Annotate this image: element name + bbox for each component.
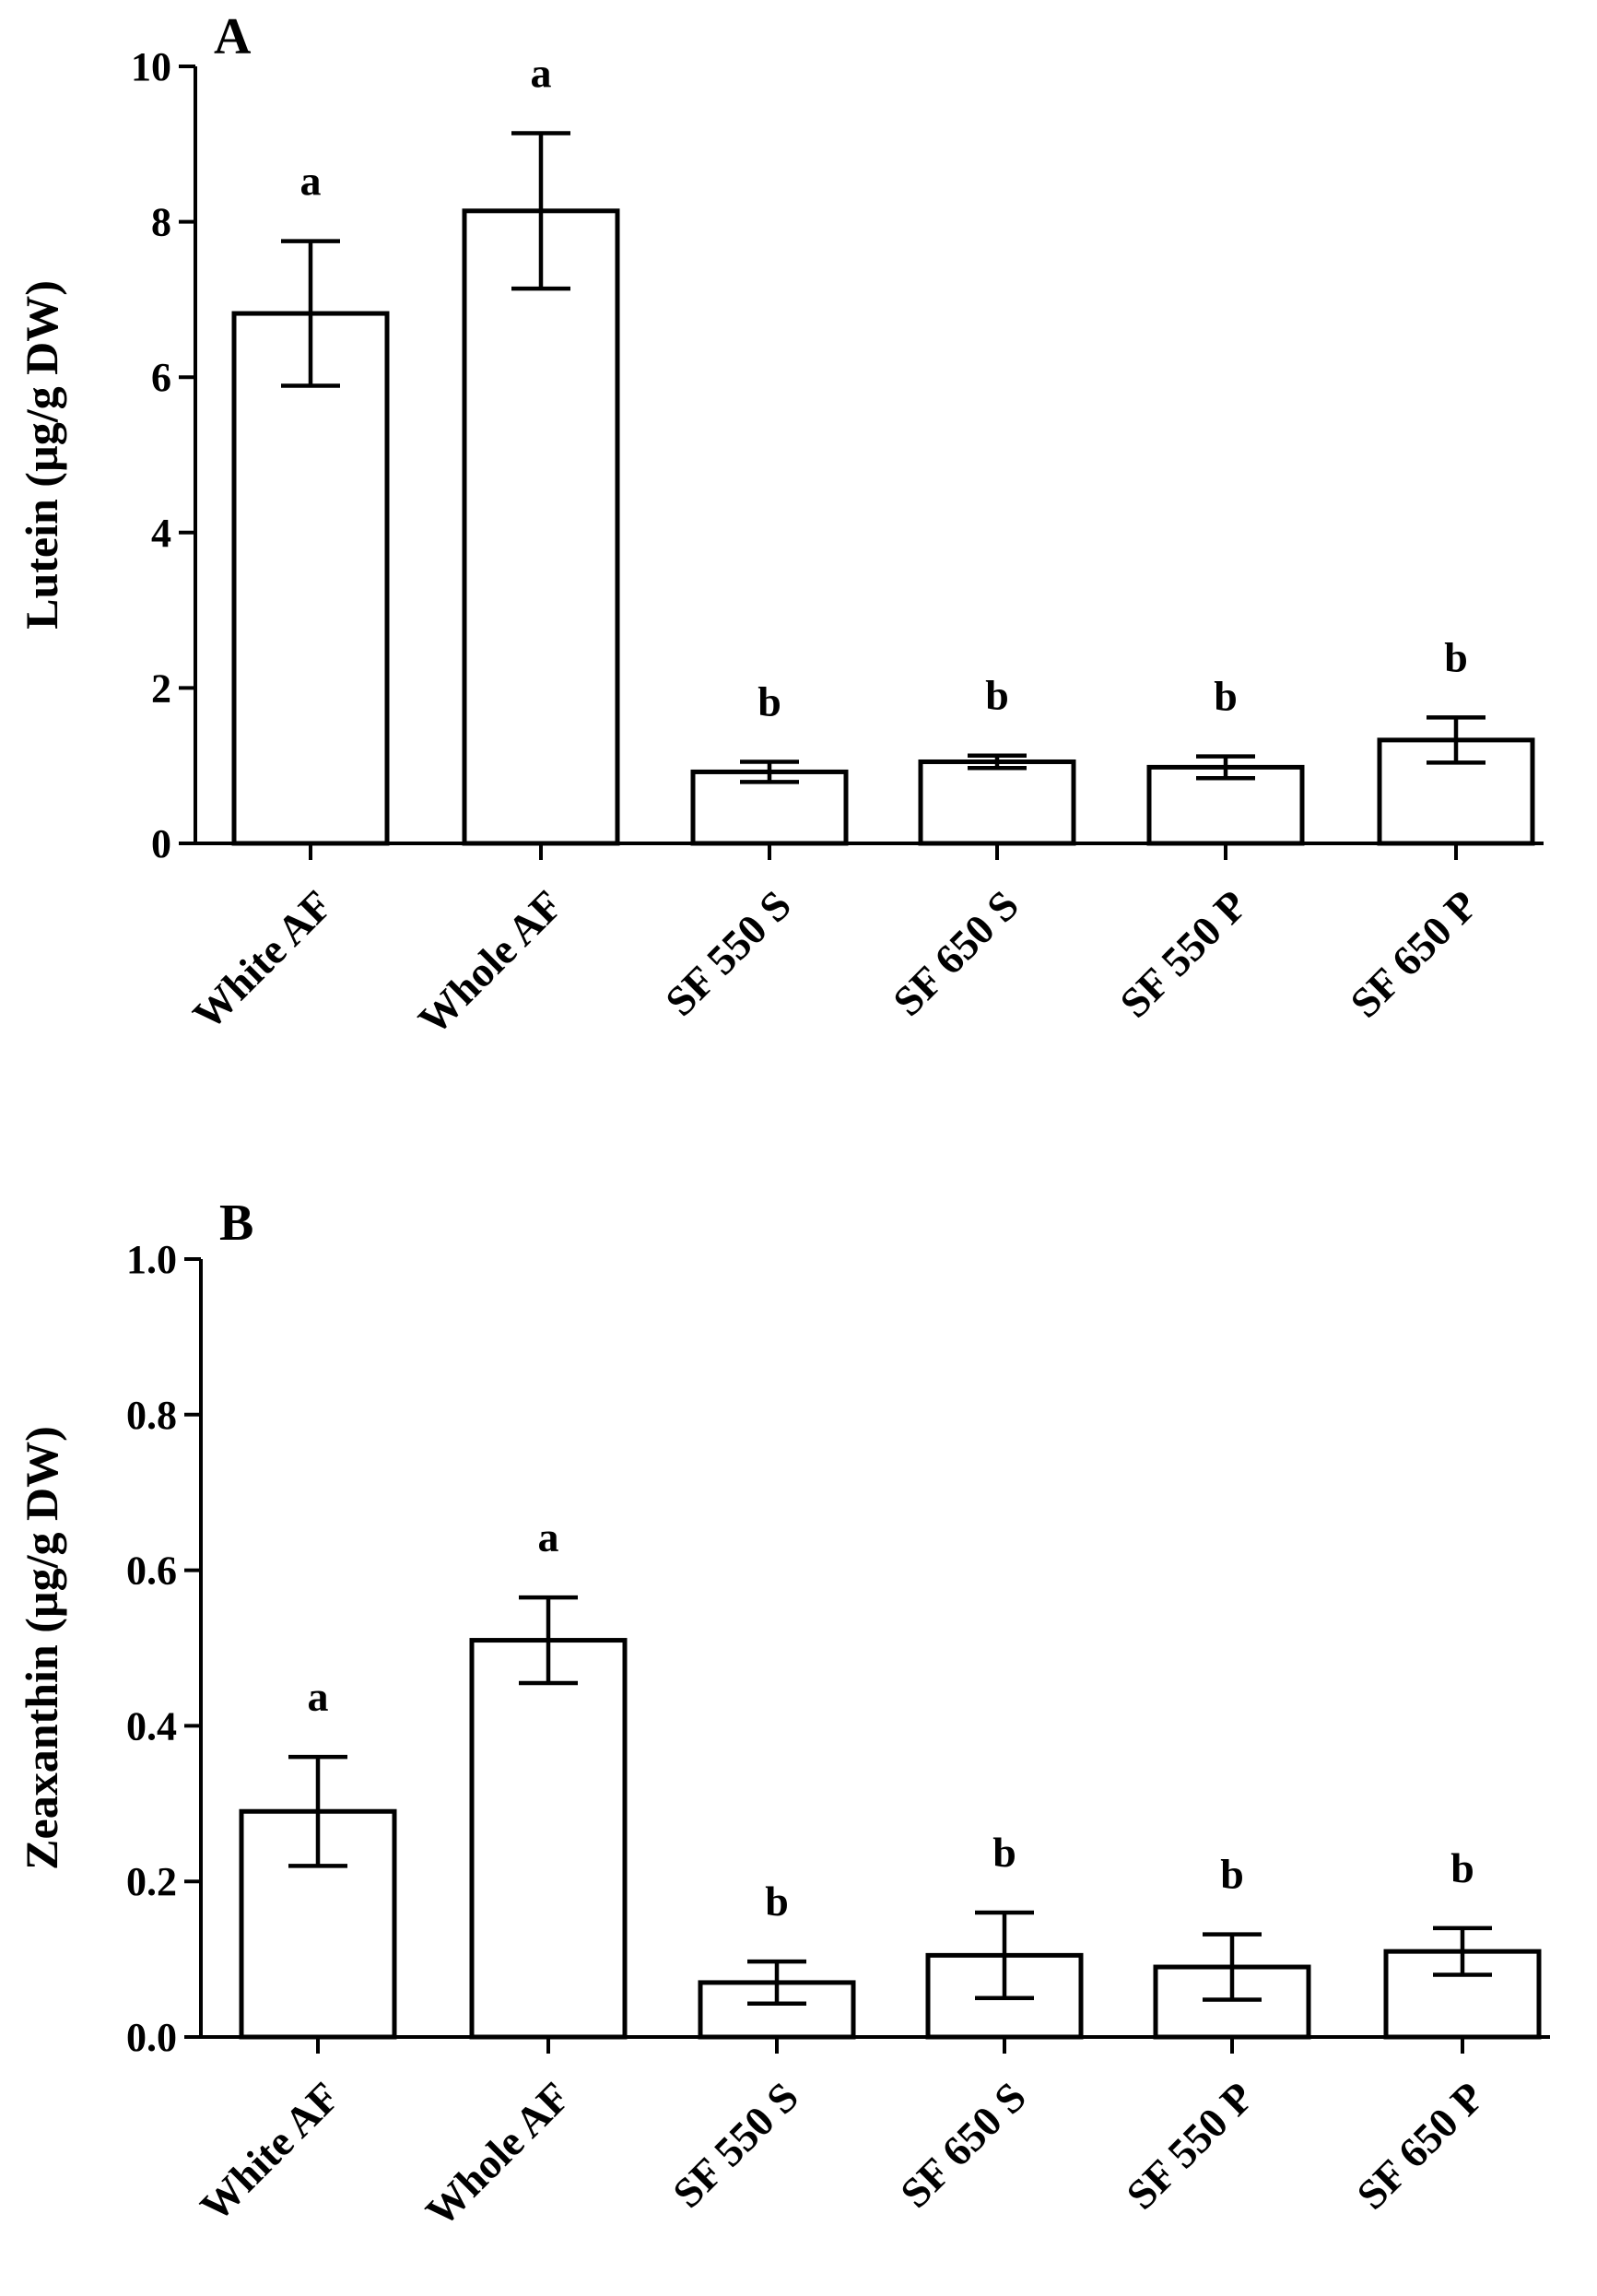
significance-letter: b xyxy=(1444,633,1468,680)
y-tick-label: 0.0 xyxy=(126,2015,177,2060)
significance-letter: b xyxy=(992,1829,1016,1876)
significance-letter: a xyxy=(300,158,322,205)
bar xyxy=(462,208,620,846)
y-tick-label: 0.4 xyxy=(126,1703,177,1748)
significance-letter: b xyxy=(1214,673,1238,720)
y-tick-label: 4 xyxy=(151,511,171,556)
category-label: SF 550 S xyxy=(663,2073,807,2217)
significance-letter: a xyxy=(531,49,552,96)
significance-letter: b xyxy=(757,677,781,724)
y-tick-label: 6 xyxy=(151,355,171,400)
category-label: SF 650 S xyxy=(891,2073,1035,2217)
bar xyxy=(231,311,390,846)
category-label: Whole AF xyxy=(417,2073,579,2235)
category-label: SF 550 P xyxy=(1117,2073,1262,2219)
category-label: Whole AF xyxy=(409,881,571,1043)
category-label: SF 550 S xyxy=(656,881,800,1025)
y-tick-label: 0.2 xyxy=(126,1859,177,1904)
y-tick-label: 2 xyxy=(151,665,171,711)
significance-letter: b xyxy=(1220,1851,1244,1898)
y-tick-label: 8 xyxy=(151,200,171,245)
y-tick-label: 0.6 xyxy=(126,1548,177,1594)
significance-letter: a xyxy=(308,1673,329,1720)
significance-letter: a xyxy=(538,1513,559,1560)
significance-letter: b xyxy=(765,1878,789,1925)
y-axis-title: Zeaxanthin (µg/g DW) xyxy=(16,1426,67,1870)
significance-letter: b xyxy=(1450,1844,1474,1891)
category-label: White AF xyxy=(191,2073,348,2231)
category-label: White AF xyxy=(183,881,341,1039)
y-tick-label: 0 xyxy=(151,821,171,866)
panel-b: B 0.0 0.2 0.4 0.6 0.8 1.0 Zeaxanthin (µg/g DW) a… xyxy=(16,1195,1550,2235)
significance-letter: b xyxy=(985,672,1009,719)
category-label: SF 650 P xyxy=(1347,2073,1493,2219)
panel-letter: B xyxy=(219,1195,253,1252)
y-tick-label: 0.8 xyxy=(126,1393,177,1438)
bar xyxy=(918,759,1076,846)
y-axis-title: Lutein (µg/g DW) xyxy=(16,280,67,630)
panel-letter: A xyxy=(214,8,252,65)
category-label: SF 550 P xyxy=(1110,881,1256,1027)
panel-a: A 0 2 4 6 8 10 Lutein (µg/g DW) a White AF a Whole … xyxy=(16,8,1544,1043)
category-label: SF 650 S xyxy=(884,881,1027,1025)
y-tick-label: 1.0 xyxy=(126,1237,177,1282)
category-label: SF 650 P xyxy=(1341,881,1486,1027)
y-tick-label: 10 xyxy=(131,44,171,89)
bar xyxy=(469,1638,628,2040)
